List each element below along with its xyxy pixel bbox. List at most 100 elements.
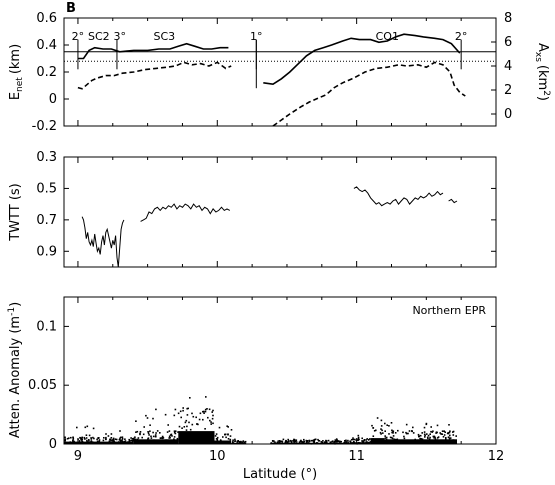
y-tick-label: 0: [504, 107, 512, 122]
atten-point: [159, 432, 161, 434]
panel-middle-frame: [63, 156, 497, 268]
top-right-y-label: Axs(km2): [533, 43, 551, 101]
atten-point: [405, 432, 408, 435]
x-tick-label: 12: [488, 449, 505, 464]
atten-point: [234, 438, 236, 441]
atten-point: [186, 425, 188, 428]
atten-point: [403, 437, 406, 440]
atten-point: [334, 440, 337, 443]
atten-point: [146, 417, 149, 419]
atten-point: [110, 437, 113, 439]
atten-point: [419, 434, 422, 437]
atten-point: [211, 417, 214, 420]
x-tick-label: 11: [348, 449, 365, 464]
atten-point: [232, 440, 234, 443]
atten-point: [156, 430, 159, 432]
atten-point: [128, 439, 131, 442]
atten-point: [314, 438, 316, 441]
atten-point: [88, 439, 90, 441]
atten-point: [232, 439, 234, 441]
atten-point: [295, 441, 298, 443]
atten-point: [292, 439, 295, 442]
atten-point: [202, 418, 204, 421]
atten-point: [139, 433, 141, 436]
atten-point: [203, 412, 205, 414]
top-series: [77, 33, 466, 127]
atten-point: [392, 435, 395, 437]
atten-base-band: [64, 441, 134, 444]
atten-point: [380, 419, 383, 422]
atten-point: [435, 432, 437, 434]
atten-point: [183, 426, 186, 428]
atten-point: [282, 438, 285, 441]
atten-point: [314, 438, 317, 441]
atten-point: [441, 433, 443, 435]
atten-point: [204, 410, 207, 413]
atten-point: [211, 411, 213, 413]
atten-point: [443, 430, 445, 432]
atten-point: [449, 430, 451, 432]
atten-point: [105, 433, 107, 435]
atten-point: [168, 435, 171, 438]
atten-point: [279, 440, 281, 443]
atten-point: [118, 438, 121, 441]
segment-label: CO1: [376, 30, 399, 43]
atten-point: [448, 424, 450, 426]
atten-point: [324, 441, 326, 443]
atten-point: [76, 426, 78, 429]
atten-point: [337, 440, 339, 442]
atten-point: [385, 436, 388, 439]
atten-point: [72, 439, 74, 441]
atten-point: [78, 440, 81, 442]
y-tick-label: 0.2: [36, 65, 57, 80]
middle-y-label: TWTT (s): [8, 183, 23, 242]
atten-point: [402, 431, 404, 434]
atten-point: [308, 440, 311, 443]
top-left-y-label: Enet(km): [8, 44, 25, 100]
atten-point: [187, 407, 189, 410]
atten-point: [72, 436, 74, 439]
atten-point: [274, 441, 276, 444]
y-tick-label: -0.2: [32, 119, 57, 134]
atten-point: [372, 427, 374, 429]
atten-point: [70, 436, 72, 439]
atten-point: [150, 437, 153, 439]
atten-point: [339, 441, 341, 443]
atten-point: [195, 416, 197, 419]
atten-point: [379, 431, 382, 434]
atten-point: [124, 438, 126, 440]
atten-point: [185, 419, 188, 422]
atten-point: [90, 437, 92, 439]
y-tick-label: 0.5: [36, 181, 57, 196]
atten-point: [303, 441, 305, 444]
atten-point: [110, 433, 113, 435]
atten-point: [204, 428, 206, 430]
atten-point: [85, 437, 88, 439]
atten-base-band: [214, 440, 232, 444]
atten-point: [318, 440, 321, 442]
atten-point: [445, 438, 447, 440]
segment-label: 3°: [113, 30, 126, 43]
atten-point: [244, 441, 246, 443]
atten-point: [368, 438, 371, 440]
atten-point: [280, 440, 282, 443]
atten-point: [381, 429, 383, 432]
atten-point: [191, 412, 193, 415]
top-x-ticks: [77, 18, 497, 126]
atten-point: [384, 435, 386, 437]
atten-point: [90, 438, 93, 440]
atten-point: [452, 431, 454, 433]
atten-point: [68, 437, 70, 439]
atten-point: [232, 441, 234, 444]
atten-point: [449, 437, 452, 439]
atten-point: [150, 435, 152, 438]
atten-point: [365, 441, 367, 443]
atten-point: [242, 440, 245, 442]
atten-point: [423, 431, 426, 433]
atten-point: [205, 396, 207, 398]
atten-point: [384, 430, 386, 432]
atten-point: [357, 439, 359, 441]
atten-point: [208, 408, 211, 411]
twtt-line: [353, 186, 444, 207]
atten-point: [66, 437, 69, 440]
